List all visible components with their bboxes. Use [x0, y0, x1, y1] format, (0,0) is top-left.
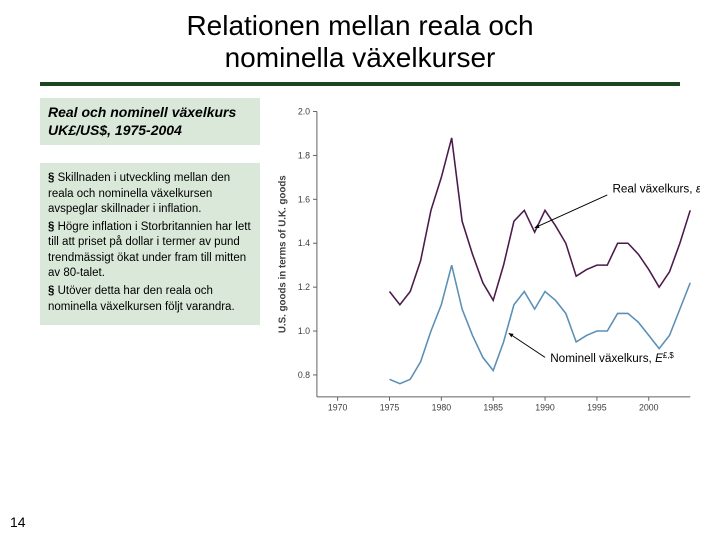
title-line-1: Relationen mellan reala och: [186, 10, 533, 41]
svg-text:1985: 1985: [483, 403, 503, 413]
bullets-box: § Skillnaden i utveckling mellan den rea…: [40, 163, 260, 325]
svg-text:2000: 2000: [639, 403, 659, 413]
svg-text:1995: 1995: [587, 403, 607, 413]
bullet-item: § Utöver detta har den reala och nominel…: [48, 284, 252, 315]
svg-text:1.2: 1.2: [298, 282, 310, 292]
svg-text:1980: 1980: [432, 403, 452, 413]
exchange-rate-chart: 0.8 1.0 1.2 1.4 1.6 1.8 2.0 1970 1975 1980 1985 199…: [270, 98, 700, 428]
title-line-2: nominella växelkurser: [225, 42, 496, 73]
series-nominal: [390, 266, 691, 385]
svg-text:1970: 1970: [328, 403, 348, 413]
svg-text:2.0: 2.0: [298, 107, 310, 117]
chart-annotation: Nominell växelkurs, E£,$: [550, 351, 674, 366]
svg-text:1990: 1990: [535, 403, 555, 413]
series-real: [390, 138, 691, 305]
subtitle-box: Real och nominell växelkurs UK£/US$, 197…: [40, 98, 260, 145]
chart-annotation: Real växelkurs, ε£,$: [612, 182, 700, 197]
svg-text:1975: 1975: [380, 403, 400, 413]
slide-number: 14: [10, 514, 26, 530]
svg-text:1.0: 1.0: [298, 326, 310, 336]
svg-text:0.8: 0.8: [298, 370, 310, 380]
svg-text:1.6: 1.6: [298, 195, 310, 205]
bullet-item: § Skillnaden i utveckling mellan den rea…: [48, 171, 252, 218]
svg-text:U.S. goods in terms of U.K. go: U.S. goods in terms of U.K. goods: [278, 175, 289, 333]
svg-text:1.8: 1.8: [298, 151, 310, 161]
bullet-item: § Högre inflation i Storbritannien har l…: [48, 220, 252, 282]
svg-text:1.4: 1.4: [298, 239, 310, 249]
